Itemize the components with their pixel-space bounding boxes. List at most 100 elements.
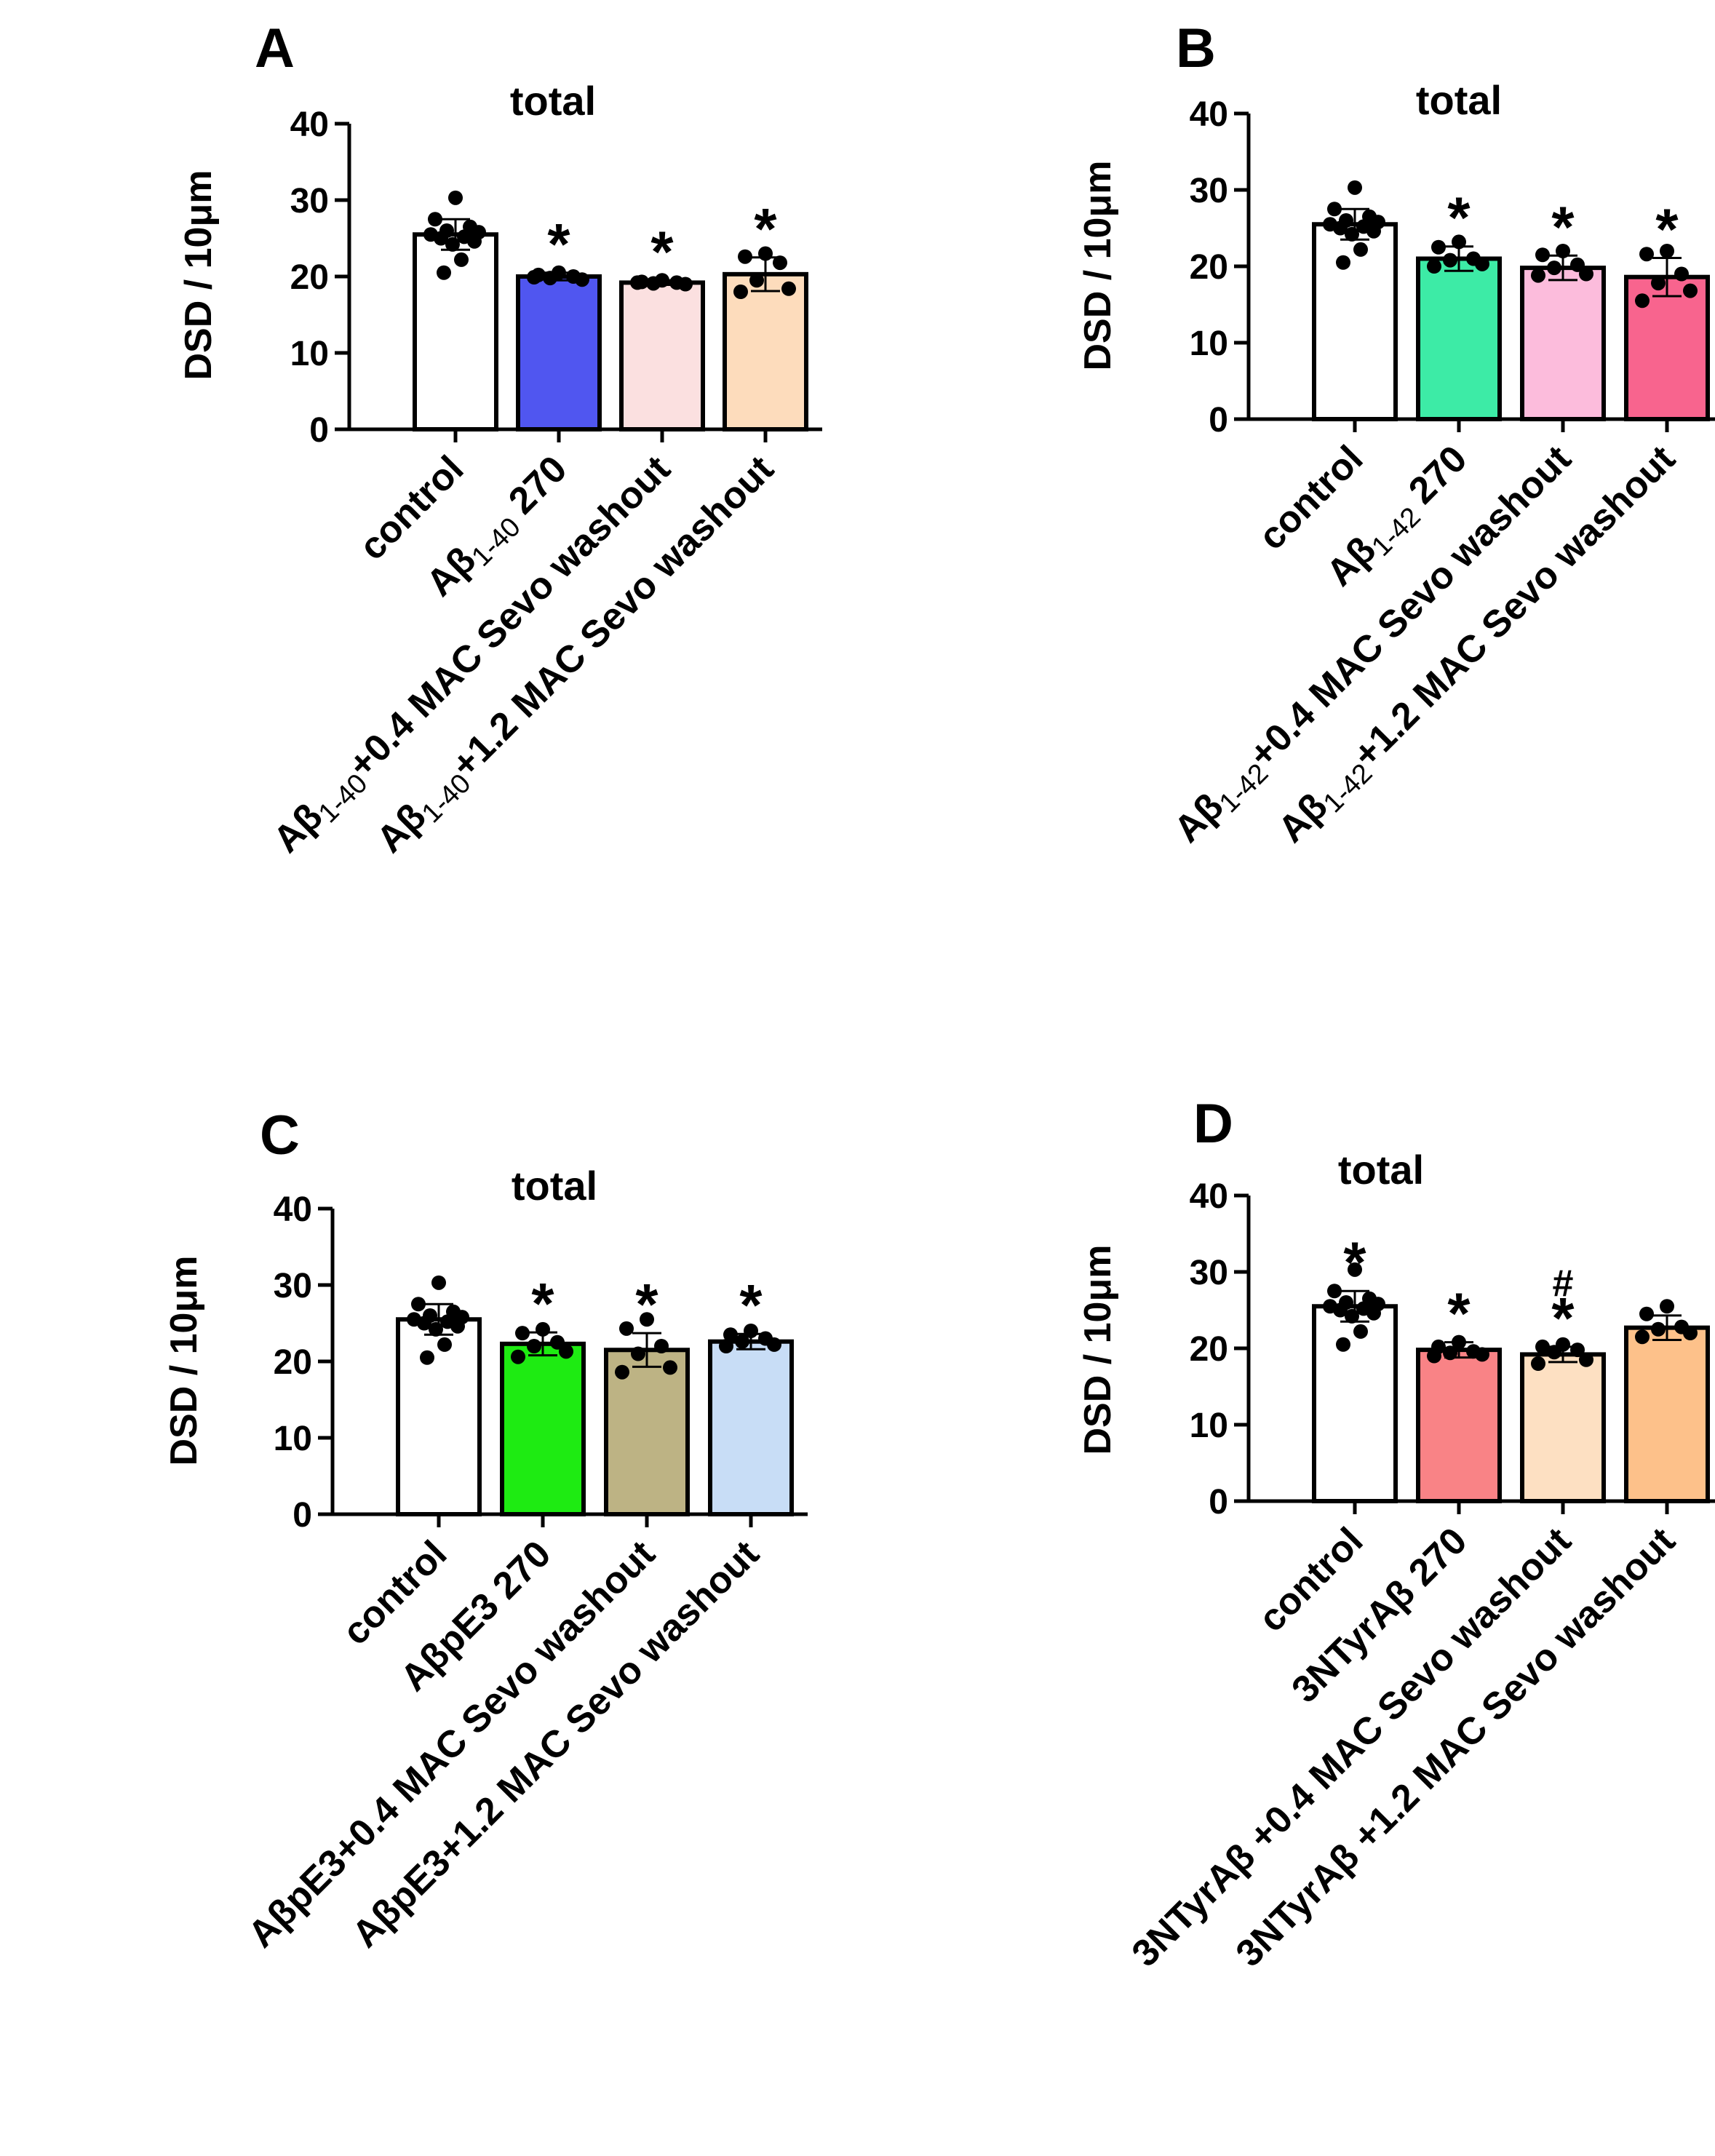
data-point: [1366, 223, 1381, 239]
significance-marker: *: [1343, 1230, 1366, 1294]
data-point: [1531, 1356, 1545, 1371]
data-point: [1579, 266, 1593, 282]
y-tick-label: 10: [1190, 1407, 1228, 1445]
label-part: AβpE3+0.4 MAC Sevo washout: [240, 1532, 663, 1955]
bar: [1416, 256, 1502, 421]
data-point: [1579, 1352, 1593, 1367]
y-axis-label: DSD / 10μm: [1077, 1244, 1119, 1455]
data-point: [437, 1337, 452, 1352]
data-point: [454, 252, 469, 267]
y-axis-label: DSD / 10μm: [178, 170, 220, 380]
data-point: [1345, 226, 1359, 242]
data-point: [445, 236, 460, 252]
data-point: [1443, 1345, 1457, 1361]
significance-marker: *: [531, 1271, 554, 1336]
data-point: [1660, 244, 1674, 258]
y-axis-label: DSD / 10μm: [1077, 160, 1119, 370]
data-point: [1427, 259, 1441, 274]
data-point: [1475, 256, 1489, 271]
data-point: [1353, 242, 1368, 257]
data-point: [536, 1321, 550, 1337]
y-tick-label: 20: [290, 258, 329, 297]
data-point: [749, 273, 764, 288]
y-axis-label: DSD / 10μm: [163, 1255, 205, 1465]
data-point: [1651, 276, 1666, 291]
data-point: [1452, 234, 1466, 250]
data-point: [1443, 252, 1457, 268]
y-tick-label: 40: [290, 106, 329, 144]
data-point: [744, 1324, 758, 1338]
data-point: [1336, 1337, 1350, 1352]
data-point: [773, 255, 787, 271]
data-point: [767, 1337, 781, 1352]
panel-d: D total DSD / 10μm 010203040*control*3NT…: [1077, 1093, 1715, 1975]
panel-letter: C: [260, 1105, 300, 1166]
data-point: [1674, 266, 1689, 282]
data-point: [1427, 1348, 1441, 1364]
y-tick-label: 0: [1209, 401, 1228, 439]
data-point: [1535, 1339, 1550, 1354]
y-tick-label: 10: [274, 1420, 312, 1458]
label-part: 3NTyrAβ +0.4 MAC Sevo washout: [1124, 1519, 1580, 1975]
data-point: [1570, 257, 1585, 272]
chart-title: total: [1338, 1147, 1424, 1193]
significance-marker: *: [635, 1272, 658, 1337]
data-point: [1547, 1345, 1561, 1360]
significance-marker: *: [1447, 1281, 1471, 1346]
bar: [619, 280, 705, 431]
hash-marker: #: [1553, 1262, 1574, 1305]
x-category-label: AβpE3+0.4 MAC Sevo washout: [240, 1532, 663, 1955]
data-point: [428, 212, 442, 227]
data-point: [1547, 260, 1561, 276]
data-point: [1639, 1306, 1654, 1321]
data-point: [1531, 268, 1545, 283]
y-tick-label: 0: [309, 411, 329, 450]
x-category-label: Aβ1-42+0.4 MAC Sevo washout: [1166, 437, 1583, 854]
data-point: [434, 231, 448, 246]
panel-b: B total DSD / 10μm 010203040control*Aβ1-…: [1077, 17, 1715, 854]
bar: [500, 1341, 586, 1516]
bar: [396, 1317, 482, 1516]
data-point: [630, 275, 645, 290]
significance-marker: *: [739, 1273, 763, 1337]
y-tick-label: 0: [1209, 1483, 1228, 1521]
panel-c: C total DSD / 10μm 010203040control*AβpE…: [163, 1105, 808, 1956]
data-point: [559, 1344, 573, 1359]
data-point: [1348, 1262, 1362, 1277]
data-point: [429, 1321, 443, 1337]
chart-title: total: [1416, 77, 1502, 123]
panel-letter: D: [1193, 1093, 1233, 1155]
data-point: [1475, 1347, 1489, 1362]
data-point: [550, 1334, 565, 1350]
data-point: [654, 1339, 669, 1353]
y-tick-label: 40: [1190, 1177, 1228, 1216]
y-tick-label: 10: [290, 335, 329, 373]
data-point: [1535, 247, 1550, 263]
data-point: [663, 1360, 677, 1375]
data-point: [723, 1327, 738, 1342]
data-point: [1635, 293, 1650, 309]
panel-a: A total DSD / 10μm 010203040control*Aβ1-…: [178, 17, 822, 861]
significance-marker: *: [650, 219, 674, 284]
bar: [1520, 1352, 1606, 1504]
data-point: [619, 1321, 634, 1336]
y-tick-label: 0: [293, 1496, 312, 1535]
data-point: [1345, 1308, 1359, 1324]
bar: [1416, 1348, 1502, 1503]
data-point: [646, 276, 661, 291]
data-point: [511, 1349, 525, 1364]
data-point: [735, 1334, 749, 1349]
data-point: [1660, 1299, 1674, 1314]
y-tick-label: 10: [1190, 325, 1228, 363]
data-point: [411, 1297, 426, 1312]
significance-marker: *: [1447, 186, 1471, 250]
bar: [708, 1339, 794, 1516]
y-tick-label: 20: [274, 1343, 312, 1382]
chart-title: total: [510, 78, 596, 124]
x-category-label: 3NTyrAβ +0.4 MAC Sevo washout: [1124, 1519, 1580, 1975]
y-tick-label: 40: [1190, 95, 1228, 134]
data-point: [515, 1326, 530, 1341]
data-point: [527, 1339, 541, 1353]
data-point: [1353, 1324, 1368, 1339]
data-point: [631, 1346, 645, 1361]
